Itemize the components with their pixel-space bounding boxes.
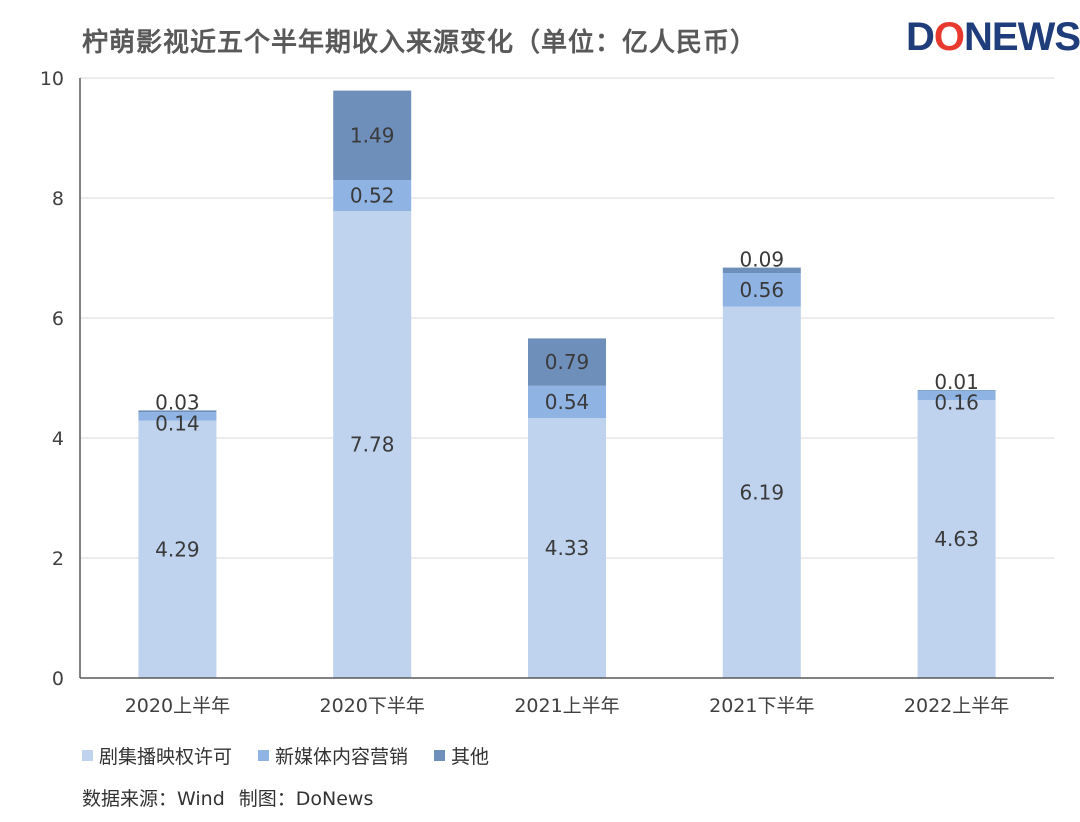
legend-label: 剧集播映权许可	[99, 746, 233, 768]
legend-item-series-2: 新媒体内容营销	[258, 742, 408, 769]
made-by: 制图：DoNews	[238, 788, 374, 810]
axes: 0 2 4 6 8 10 2020上半年 2020下半年 2021上半年 2021下半年 2022上…	[40, 68, 1054, 717]
legend-swatch	[82, 750, 93, 761]
data-label: 4.63	[934, 527, 979, 551]
legend-item-series-3: 其他	[434, 742, 489, 769]
data-label: 4.29	[155, 537, 200, 561]
data-label: 0.52	[350, 184, 395, 208]
x-tick-label: 2021下半年	[709, 695, 814, 717]
bar-segment	[333, 90, 412, 180]
data-label: 6.19	[740, 480, 785, 504]
chart-title: 柠萌影视近五个半年期收入来源变化（单位：亿人民币）	[82, 28, 758, 58]
logo-letter-d: D	[906, 14, 935, 59]
bar-segment	[138, 420, 217, 678]
data-source: 数据来源：Wind	[82, 788, 225, 810]
legend-swatch	[258, 750, 270, 761]
data-label: 4.33	[545, 536, 590, 560]
stacked-bar-chart: 4.29 0.140.03 7.78 0.52 1.49 4.33 0.54 0.79 6.19…	[40, 68, 1054, 717]
data-label: 0.03	[155, 390, 200, 414]
data-labels: 4.29 0.140.03 7.78 0.52 1.49 4.33 0.54 0.79 6.19…	[155, 123, 979, 561]
data-label: 1.49	[350, 123, 395, 147]
x-tick-label: 2022上半年	[904, 695, 1009, 717]
data-label: 0.01	[934, 370, 979, 394]
bar-segment	[722, 273, 801, 307]
bar-segment	[528, 418, 606, 678]
x-tick-label: 2020下半年	[320, 695, 425, 717]
bars	[138, 90, 996, 678]
data-label: 0.56	[740, 278, 785, 302]
data-label: 0.16	[934, 390, 979, 414]
logo-letters-news: NEWS	[964, 14, 1080, 59]
legend-item-series-1: 剧集播映权许可	[82, 742, 232, 769]
bar-segment	[722, 267, 801, 273]
y-tick-label: 6	[52, 308, 64, 330]
legend-label: 其他	[451, 746, 490, 768]
legend-label: 新媒体内容营销	[275, 746, 409, 768]
x-tick-label: 2021上半年	[514, 695, 619, 717]
y-tick-label: 0	[52, 668, 64, 690]
bar-segment	[333, 180, 412, 212]
x-tick-label: 2020上半年	[125, 695, 230, 717]
data-label: 0.09	[740, 248, 785, 272]
data-label: 7.78	[350, 433, 395, 457]
y-tick-label: 10	[40, 68, 64, 90]
bar-segment	[528, 338, 606, 386]
logo-letter-o: O	[933, 14, 965, 59]
bar-segment	[138, 410, 217, 413]
legend: 剧集播映权许可 新媒体内容营销 其他	[82, 742, 489, 769]
bar-segment	[333, 211, 412, 678]
data-label: 0.14	[155, 411, 200, 435]
y-tick-label: 4	[52, 428, 64, 450]
donews-logo: D O NEWS	[906, 14, 1080, 60]
y-tick-label: 8	[52, 188, 64, 210]
bar-segment	[138, 412, 217, 421]
bar-segment	[917, 390, 996, 401]
bar-segment	[917, 390, 996, 391]
legend-swatch	[434, 750, 446, 761]
bar-segment	[528, 385, 606, 419]
source-note: 数据来源：Wind 制图：DoNews	[82, 784, 373, 811]
data-label: 0.79	[545, 350, 590, 374]
y-tick-label: 2	[52, 548, 64, 570]
data-label: 0.54	[545, 390, 590, 414]
bar-segment	[722, 306, 801, 678]
bar-segment	[917, 400, 996, 678]
